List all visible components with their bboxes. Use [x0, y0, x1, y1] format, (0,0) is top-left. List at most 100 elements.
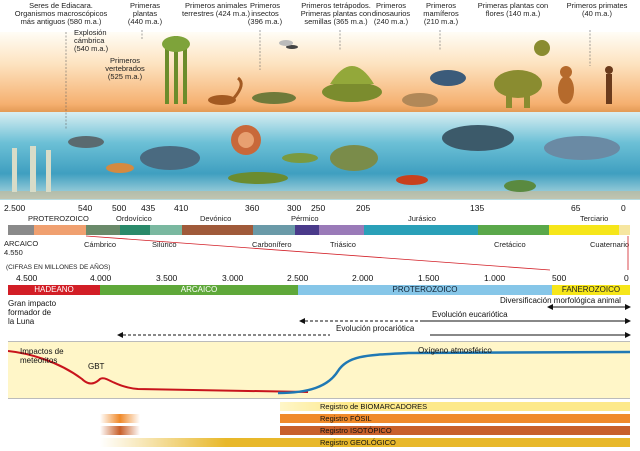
label-primeros-animales-terrestres: Primeros animales terrestres (424 m.a.) [182, 1, 250, 18]
label-impactos: Impactos de meteoritos [20, 347, 64, 365]
registro-isotopico: Registro ISOTÓPICO [280, 426, 630, 435]
eon-hadeano: HADEANO [8, 285, 100, 295]
bird-icon [430, 70, 466, 86]
whale-icon [544, 136, 620, 160]
armored-fish-icon [140, 146, 200, 170]
atmosphere-graph [8, 341, 630, 399]
human-icon [605, 66, 613, 104]
era-devonico: Devónico [200, 214, 232, 223]
label-primeros-insectos: Primeros insectos (396 m.a.) [247, 1, 283, 26]
upper-ticks: 2.500 540 500 435 410 360 300 250 205 13… [0, 203, 640, 213]
tick-3000: 3.000 [222, 273, 244, 283]
era-cretacico: Cretácico [494, 240, 526, 249]
era-cambrico: Cámbrico [84, 240, 117, 249]
era-permico: Pérmico [291, 214, 319, 223]
fauna-illustration [12, 30, 620, 192]
tick-2500: 2.500 [4, 203, 26, 213]
tick-3500: 3.500 [156, 273, 178, 283]
tick-435: 435 [141, 203, 156, 213]
land-scene [0, 32, 640, 112]
oxigeno-curve [277, 350, 630, 395]
lobster-icon [396, 175, 428, 185]
tick-2000: 2.000 [352, 273, 374, 283]
mammal-icon [402, 93, 438, 107]
event-procariotica: Evolución procariótica [336, 324, 415, 333]
era-proterozoico-upper: PROTEROZOICO [28, 214, 89, 223]
scorpion-icon [208, 76, 243, 105]
dimetrodon-icon [322, 66, 382, 102]
event-arrows [117, 304, 631, 338]
fish-tetrapod-icon [252, 92, 296, 104]
tick-410: 410 [174, 203, 189, 213]
registro-geologico: Registro GEOLÓGICO [280, 438, 630, 447]
eon-fanerozoico: FANEROZOICO [552, 285, 630, 295]
fish-icon [504, 180, 536, 192]
tick-540: 540 [78, 203, 93, 213]
era-cuaternario: Cuaternario [590, 240, 630, 249]
tick-0: 0 [621, 203, 626, 213]
label-primeros-primates: Primeros primates (40 m.a.) [566, 1, 628, 18]
event-gran-impacto: Gran impacto formador de la Luna [8, 299, 57, 326]
insect-icon [279, 40, 298, 49]
seafloor [0, 191, 640, 199]
lower-ticks: 4.500 4.000 3.500 3.000 2.500 2.000 1.50… [0, 273, 640, 284]
tick-500: 500 [112, 203, 127, 213]
era-terciario: Terciario [580, 214, 609, 223]
amphibian-icon [228, 172, 288, 184]
dinosaur-icon [494, 40, 550, 108]
tick-1500: 1.500 [418, 273, 440, 283]
label-primeras-plantas-flores: Primeras plantas con flores (140 m.a.) [477, 1, 549, 18]
tick-205: 205 [356, 203, 371, 213]
tick-0-lower: 0 [624, 273, 629, 283]
ichthyosaur-icon [442, 125, 514, 151]
tick-360: 360 [245, 203, 260, 213]
primate-icon [558, 66, 574, 104]
fossil-early-fade [100, 414, 140, 423]
tick-250: 250 [311, 203, 326, 213]
plant-icon [162, 36, 190, 104]
tick-135: 135 [470, 203, 485, 213]
impactos-curve [8, 350, 309, 393]
tick-500-lower: 500 [552, 273, 567, 283]
label-oxigeno: Oxígeno atmosférico [418, 346, 492, 355]
label-primeros-tetrapodos: Primeros tetrápodos. Primeras plantas co… [300, 1, 372, 26]
era-triasico: Triásico [330, 240, 356, 249]
era-ordovicico: Ordovícico [116, 214, 152, 223]
registro-biomarcadores: Registro de BIOMARCADORES [280, 402, 630, 411]
label-explosion-cambrica: Explosión cámbrica (540 m.a.) [74, 28, 109, 53]
ediacara-icon [12, 146, 51, 192]
period-bar [8, 225, 630, 236]
isotope-early-fade [100, 426, 140, 435]
label-primeras-plantas: Primeras plantas (440 m.a.) [127, 1, 163, 26]
units-label: (CIFRAS EN MILLONES DE AÑOS) [6, 264, 111, 271]
eon-bar: HADEANO ARCAICO PROTEROZOICO FANEROZOICO [8, 285, 630, 295]
tick-1000: 1.000 [484, 273, 506, 283]
tick-4000: 4.000 [90, 273, 112, 283]
turtle-icon [330, 145, 378, 171]
label-ediacara: Seres de Ediacara. Organismos macroscópi… [14, 1, 108, 26]
eon-proterozoico: PROTEROZOICO [298, 285, 552, 295]
label-primeros-vertebrados: Primeros vertebrados (525 m.a.) [105, 56, 145, 81]
tick-2500-lower: 2.500 [287, 273, 309, 283]
event-eucariotica: Evolución eucariótica [432, 310, 508, 319]
shrimp-icon [106, 163, 134, 173]
era-jurasico: Jurásico [408, 214, 436, 223]
ammonite-icon [231, 125, 261, 155]
geology-early-fade [100, 438, 280, 447]
zoom-connector [85, 235, 629, 271]
label-primeros-dinosaurios: Primeros dinosaurios (240 m.a.) [371, 1, 411, 26]
registro-fosil: Registro FÓSIL [280, 414, 630, 423]
era-arcaico-upper: ARCAICO 4.550 [4, 239, 39, 257]
era-carbonifero: Carbonífero [252, 240, 292, 249]
tick-300: 300 [287, 203, 302, 213]
graph-curves [8, 350, 630, 395]
tick-4500: 4.500 [16, 273, 38, 283]
tick-65: 65 [571, 203, 581, 213]
coelacanth-icon [282, 153, 318, 163]
trilobite-icon [68, 136, 104, 148]
label-gbt: GBT [88, 362, 105, 371]
eon-arcaico: ARCAICO [100, 285, 298, 295]
event-diversificacion: Diversificación morfológica animal [500, 296, 621, 305]
era-silurico: Silúrico [152, 240, 177, 249]
label-primeros-mamiferos: Primeros mamíferos (210 m.a.) [423, 1, 459, 26]
